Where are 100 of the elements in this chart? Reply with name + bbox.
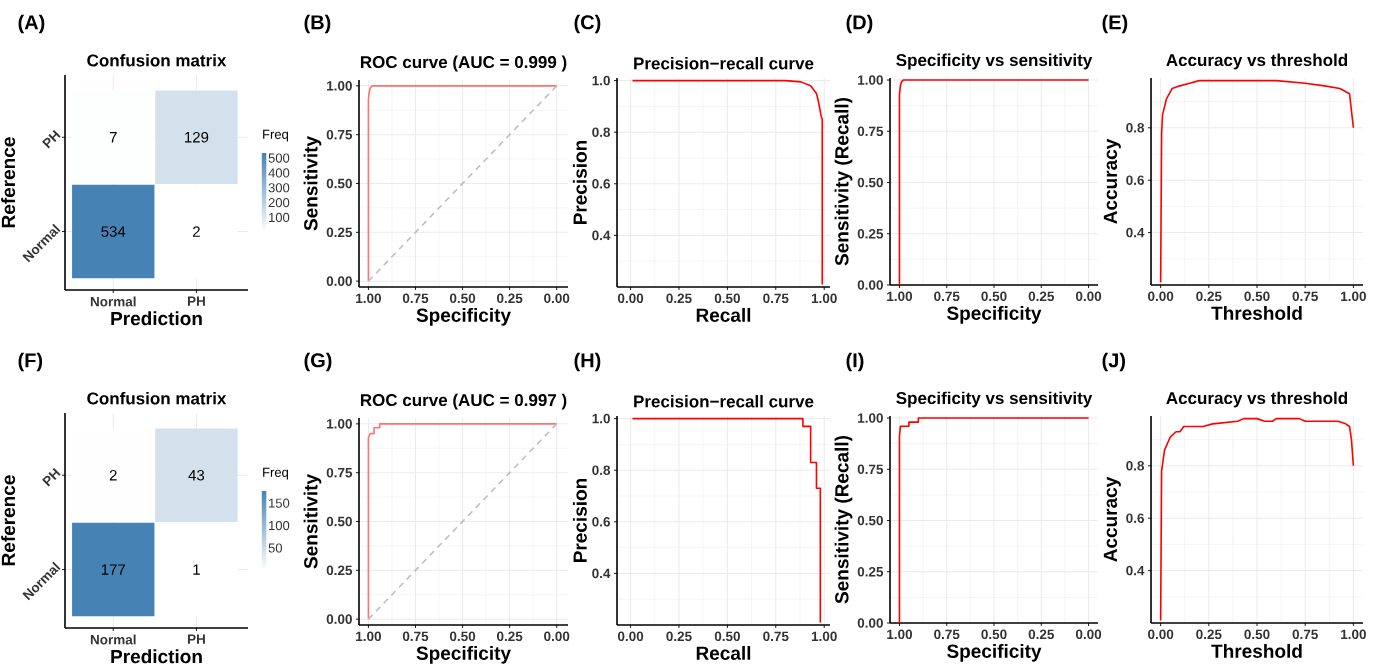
x-tick-label: 0.75 — [934, 291, 960, 302]
x-tick-label: 1.00 — [356, 631, 382, 642]
chart-title: Specificity vs sensitivity — [896, 391, 1093, 408]
color-bar-title: Freq — [263, 129, 288, 142]
y-tick-label: 0.00 — [326, 614, 352, 624]
text: (F) — [18, 352, 43, 372]
y-tick-label: 0.6 — [592, 517, 610, 527]
y-tick-label: 0.6 — [592, 179, 610, 189]
text: (A) — [18, 14, 45, 34]
data-label: 1 — [193, 564, 200, 575]
chart-title: Confusion matrix — [87, 53, 227, 67]
x-tick-label: 0.25 — [1196, 291, 1222, 302]
x-tick-label: 1.00 — [811, 631, 837, 642]
x-axis-title: Specificity — [416, 307, 511, 326]
x-tick-label: 0.25 — [497, 631, 523, 642]
x-axis-title: Specificity — [416, 645, 511, 664]
y-tick-label: 0.50 — [326, 178, 352, 189]
color-bar-label: 150 — [269, 498, 290, 508]
x-tick-label: 0.75 — [763, 631, 789, 642]
x-tick-label: 0.75 — [1292, 629, 1318, 640]
y-tick-label: 0.4 — [592, 230, 611, 241]
y-axis-title: Precision — [572, 140, 587, 224]
color-bar-label: 50 — [268, 543, 283, 553]
chart-title: Confusion matrix — [87, 391, 227, 405]
chart-title: ROC curve (AUC = 0.999 ) — [360, 55, 567, 72]
y-tick-label: 1.00 — [858, 413, 883, 423]
x-tick-label: 0.25 — [666, 631, 692, 642]
text: (C) — [574, 14, 601, 34]
x-tick-label: 0.25 — [497, 293, 523, 304]
x-tick-label: 0.25 — [1196, 629, 1222, 640]
data-label: 7 — [109, 132, 117, 143]
y-axis-title: Reference — [1, 475, 16, 566]
y-tick-label: 0.25 — [326, 565, 353, 576]
chart-title: Specificity vs sensitivity — [896, 53, 1093, 70]
y-tick-label: PH — [42, 467, 61, 487]
chart-title: Precision−recall curve — [634, 57, 814, 70]
x-tick-label: 0.50 — [449, 631, 476, 642]
x-tick-label: 0.00 — [1075, 629, 1102, 640]
x-tick-label: PH — [187, 634, 205, 644]
y-tick-label: 0.00 — [857, 280, 883, 290]
x-tick-label: 0.00 — [1148, 629, 1174, 640]
x-axis-title: Prediction — [111, 649, 202, 664]
x-tick-label: 1.00 — [887, 629, 913, 640]
x-tick-label: 0.25 — [1028, 291, 1055, 302]
y-tick-label: 1.00 — [858, 75, 883, 85]
data-label: 129 — [185, 131, 209, 143]
x-tick-label: 0.50 — [981, 629, 1007, 640]
color-bar-label: 300 — [268, 183, 290, 193]
y-tick-label: 0.75 — [857, 464, 884, 475]
x-tick-label: 0.50 — [1244, 629, 1270, 640]
data-label: 534 — [101, 226, 126, 237]
x-tick-label: 0.75 — [1292, 291, 1318, 302]
y-tick-label: 1.00 — [327, 419, 352, 429]
x-tick-label: 0.75 — [402, 631, 429, 642]
x-tick-label: 1.00 — [356, 293, 382, 304]
x-tick-label: 0.75 — [402, 293, 429, 304]
y-tick-label: 0.4 — [592, 568, 611, 579]
y-tick-label: 0.4 — [1126, 227, 1145, 238]
text: (D) — [846, 14, 873, 34]
x-tick-label: 0.00 — [1148, 291, 1174, 302]
y-axis-title: Reference — [1, 137, 16, 228]
y-tick-label: 0.75 — [326, 467, 353, 478]
y-axis-title: Sensitivity (Recall) — [834, 97, 853, 266]
y-axis-title: Sensitivity (Recall) — [834, 435, 853, 604]
chart-title: Precision−recall curve — [634, 395, 814, 408]
y-tick-label: PH — [42, 129, 61, 149]
y-tick-label: 0.50 — [857, 515, 883, 526]
line-series — [367, 423, 558, 620]
y-tick-label: 0.25 — [326, 227, 353, 238]
x-tick-label: Normal — [90, 296, 136, 307]
x-tick-label: 0.50 — [449, 293, 476, 304]
x-tick-label: 0.75 — [763, 293, 789, 304]
chart-title: Accuracy vs threshold — [1166, 391, 1348, 408]
y-tick-label: 1.00 — [327, 81, 352, 91]
x-axis-title: Threshold — [1211, 643, 1302, 658]
x-tick-label: 0.50 — [1244, 291, 1270, 302]
x-axis-title: Specificity — [947, 643, 1042, 662]
y-tick-label: 0.25 — [857, 566, 884, 577]
color-bar-label: 100 — [269, 212, 290, 223]
y-tick-label: 0.50 — [857, 177, 883, 188]
text: (H) — [574, 352, 601, 372]
chart-title: Accuracy vs threshold — [1166, 53, 1348, 70]
x-tick-label: 0.00 — [544, 293, 570, 304]
color-bar-label: 100 — [269, 520, 290, 531]
y-tick-label: 0.00 — [857, 618, 883, 628]
data-label: 2 — [109, 470, 117, 481]
y-tick-label: 0.6 — [1126, 175, 1144, 185]
x-axis-title: Prediction — [111, 311, 202, 326]
x-tick-label: 0.50 — [714, 631, 740, 642]
y-tick-label: 0.75 — [857, 126, 884, 137]
y-axis-title: Sensitivity — [303, 136, 322, 231]
y-axis-title: Precision — [572, 478, 587, 562]
x-tick-label: PH — [187, 296, 205, 306]
text: (G) — [304, 352, 332, 372]
x-axis-title: Specificity — [947, 305, 1042, 324]
text: (J) — [1102, 352, 1125, 372]
x-tick-label: 0.25 — [666, 293, 692, 304]
x-axis-title: Recall — [696, 645, 751, 660]
x-tick-label: 0.75 — [934, 629, 960, 640]
y-tick-label: 0.4 — [1126, 565, 1145, 576]
